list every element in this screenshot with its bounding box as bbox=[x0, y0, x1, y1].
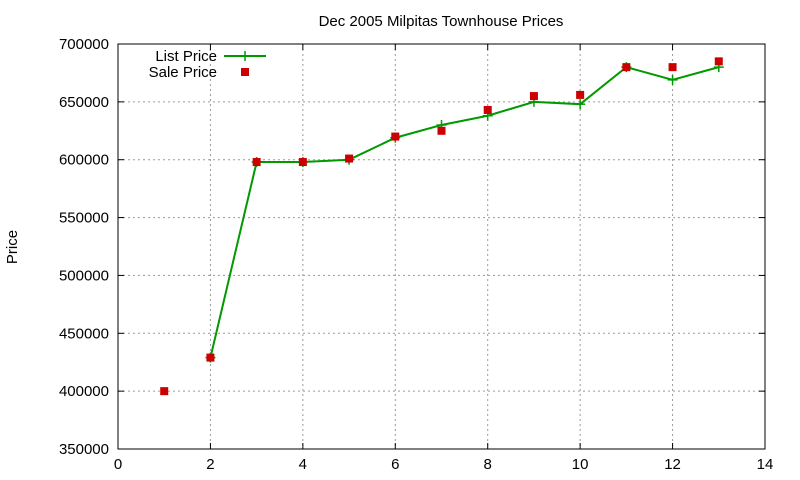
data-point bbox=[437, 126, 446, 135]
x-tick-label: 12 bbox=[664, 456, 681, 473]
data-point bbox=[483, 105, 492, 114]
data-point bbox=[345, 154, 354, 163]
y-tick-label: 400000 bbox=[59, 383, 109, 400]
data-point bbox=[667, 74, 678, 85]
data-point bbox=[668, 63, 677, 72]
chart-title: Dec 2005 Milpitas Townhouse Prices bbox=[319, 13, 564, 30]
data-point bbox=[714, 57, 723, 66]
series-sale-price bbox=[160, 57, 723, 396]
legend-label: Sale Price bbox=[149, 64, 217, 81]
legend-label: List Price bbox=[155, 48, 217, 65]
y-tick-label: 350000 bbox=[59, 441, 109, 458]
grid bbox=[118, 44, 765, 449]
data-point bbox=[298, 158, 307, 167]
data-point bbox=[391, 132, 400, 141]
y-axis-label: Price bbox=[4, 230, 21, 264]
x-tick-label: 2 bbox=[206, 456, 214, 473]
x-tick-label: 4 bbox=[299, 456, 307, 473]
series-line bbox=[209, 66, 720, 358]
y-tick-label: 600000 bbox=[59, 152, 109, 169]
data-point bbox=[529, 92, 538, 101]
data-point bbox=[206, 353, 215, 362]
x-tick-label: 0 bbox=[114, 456, 122, 473]
y-tick-label: 550000 bbox=[59, 210, 109, 227]
data-point bbox=[622, 63, 631, 72]
y-tick-label: 500000 bbox=[59, 267, 109, 284]
x-tick-label: 6 bbox=[391, 456, 399, 473]
data-point bbox=[160, 387, 169, 396]
x-tick-label: 14 bbox=[757, 456, 774, 473]
data-point bbox=[252, 158, 261, 167]
series-list-price bbox=[205, 62, 724, 363]
series-layer bbox=[160, 57, 724, 396]
legend-entry: Sale Price bbox=[149, 64, 249, 81]
data-point bbox=[575, 99, 586, 110]
y-tick-label: 650000 bbox=[59, 94, 109, 111]
legend-marker bbox=[241, 68, 249, 76]
plot-frame bbox=[117, 43, 766, 450]
legend-marker bbox=[240, 51, 250, 61]
y-tick-label: 450000 bbox=[59, 325, 109, 342]
legend-entry: List Price bbox=[155, 48, 266, 65]
axes: 0 2 4 6 8 10 12 14 350000 400000 450000 500000 55000… bbox=[59, 36, 773, 473]
data-point bbox=[576, 90, 585, 99]
y-tick-label: 700000 bbox=[59, 36, 109, 53]
x-tick-label: 8 bbox=[484, 456, 492, 473]
x-tick-label: 10 bbox=[572, 456, 589, 473]
